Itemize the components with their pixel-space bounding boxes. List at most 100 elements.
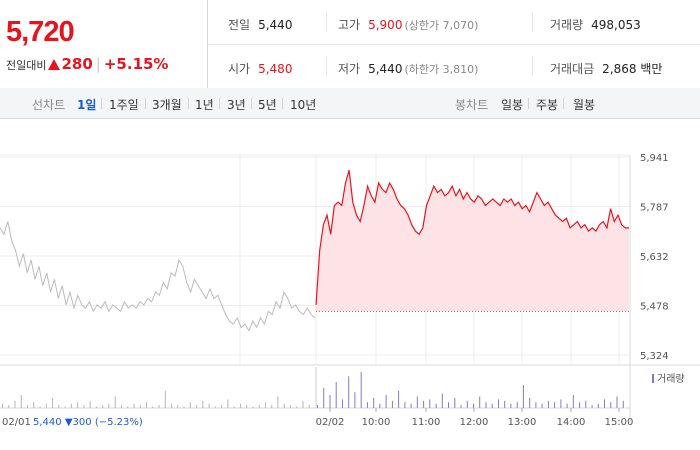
volume-bar: [329, 395, 331, 408]
volume-bar: [510, 403, 512, 408]
volume-bar: [404, 402, 406, 408]
volume-bar: [58, 405, 60, 408]
change-divider: |: [95, 55, 101, 73]
volume-bar: [283, 403, 285, 408]
volume-bar: [560, 399, 562, 408]
volume-bar: [554, 402, 556, 408]
volume-bar: [504, 400, 506, 408]
volume-legend-swatch: [652, 374, 654, 383]
volume-bar: [572, 395, 574, 408]
volume-bar: [529, 397, 531, 408]
up-triangle-icon: [48, 59, 61, 70]
tab-1d[interactable]: 1일: [77, 98, 97, 112]
volume-bar: [604, 399, 605, 408]
volume-bar: [171, 403, 172, 408]
volume-bar: [277, 396, 279, 408]
tab-monthly-candle[interactable]: 월봉: [573, 98, 596, 112]
volume-bar: [479, 396, 481, 408]
volume-bar: [177, 405, 179, 408]
volume-bar: [416, 396, 418, 408]
tab-3m[interactable]: 3개월: [152, 98, 182, 112]
line-chart-label: 선차트: [32, 98, 66, 112]
today-price-line: [315, 170, 629, 305]
volume-bar: [597, 403, 599, 408]
volume-bar: [39, 406, 41, 408]
volume-bar: [264, 402, 266, 408]
stat-volume: 거래량 498,053: [550, 18, 641, 32]
volume-bar: [579, 402, 581, 408]
volume-bar: [296, 406, 298, 408]
volume-bar: [133, 403, 135, 408]
volume-bar: [473, 403, 474, 408]
volume-bar: [335, 382, 337, 408]
volume-legend-label: 거래량: [657, 373, 685, 385]
intraday-chart: 5,941 5,787 5,632 5,478 5,324 02/02 10:00 11:0…: [0, 153, 700, 428]
y-tick-label: 5,787: [640, 203, 669, 214]
volume-bar: [398, 390, 400, 408]
y-tick-label: 5,632: [640, 252, 669, 263]
tab-1y[interactable]: 1년: [195, 98, 214, 112]
tab-3y[interactable]: 3년: [227, 98, 246, 112]
volume-bar: [95, 406, 97, 408]
volume-bar: [189, 402, 191, 408]
volume-bar: [27, 405, 28, 408]
volume-bar: [498, 399, 499, 408]
volume-bar: [541, 403, 543, 408]
volume-bar: [208, 403, 210, 408]
volume-bar: [591, 405, 593, 408]
x-tick-label: 10:00: [362, 417, 391, 428]
tab-divider: [145, 98, 146, 109]
change-percent: +5.15%: [103, 55, 169, 73]
stat-prev-close: 전일 5,440: [228, 18, 293, 32]
tab-weekly-candle[interactable]: 주봉: [536, 98, 559, 112]
tab-divider: [188, 98, 189, 109]
volume-bar: [70, 403, 72, 408]
current-price: 5,720: [6, 16, 75, 48]
x-tick-label: 14:00: [557, 417, 586, 428]
tab-divider: [528, 98, 529, 109]
volume-bar: [522, 385, 524, 408]
volume-bar: [460, 405, 462, 408]
tab-5y[interactable]: 5년: [258, 98, 277, 112]
volume-bar: [448, 402, 449, 408]
tab-1w[interactable]: 1주일: [109, 98, 139, 112]
volume-bar: [379, 403, 381, 408]
change-value: 280: [61, 55, 93, 73]
tab-daily-candle[interactable]: 일봉: [501, 98, 524, 112]
stats-col-divider: [326, 56, 327, 76]
volume-bar: [610, 402, 612, 408]
stat-high: 고가 5,900 (상한가 7,070): [338, 18, 479, 32]
volume-bar: [214, 406, 216, 408]
volume-bar: [233, 406, 235, 408]
volume-bar: [20, 395, 22, 408]
x-tick-label: 02/02: [316, 417, 345, 428]
tab-10y[interactable]: 10년: [290, 98, 317, 112]
down-triangle-icon: ▼: [65, 417, 73, 428]
stats-col-divider: [326, 12, 327, 32]
x-tick-label: 15:00: [605, 417, 634, 428]
prev-session-summary: 5,440 ▼300 (−5.23%): [33, 417, 143, 428]
volume-bar: [183, 406, 185, 408]
prev-session-close: 5,440: [33, 417, 62, 428]
x-axis-labels: 02/02 10:00 11:00 12:00 13:00 14:00 15:00: [316, 408, 634, 428]
volume-bar: [429, 399, 431, 408]
price-change: 전일대비 280 | +5.15%: [6, 55, 168, 73]
volume-bar: [360, 372, 362, 408]
y-tick-label: 5,941: [640, 153, 669, 164]
volume-bar: [33, 402, 35, 408]
volume-bar: [373, 397, 375, 408]
candle-chart-label: 봉차트: [455, 98, 489, 112]
prev-session-line: [0, 221, 316, 332]
volume-bar: [410, 403, 412, 408]
volume-bar: [89, 400, 91, 408]
volume-bar: [202, 400, 204, 408]
volume-bar: [566, 403, 568, 408]
volume-bar: [516, 402, 518, 408]
stat-amount: 거래대금 2,868 백만: [550, 62, 663, 76]
y-tick-label: 5,324: [640, 351, 669, 362]
volume-bar: [64, 406, 66, 408]
volume-bar: [547, 400, 549, 408]
volume-bar: [535, 402, 537, 408]
volume-bar: [308, 405, 310, 408]
stats-col-divider: [532, 12, 533, 32]
